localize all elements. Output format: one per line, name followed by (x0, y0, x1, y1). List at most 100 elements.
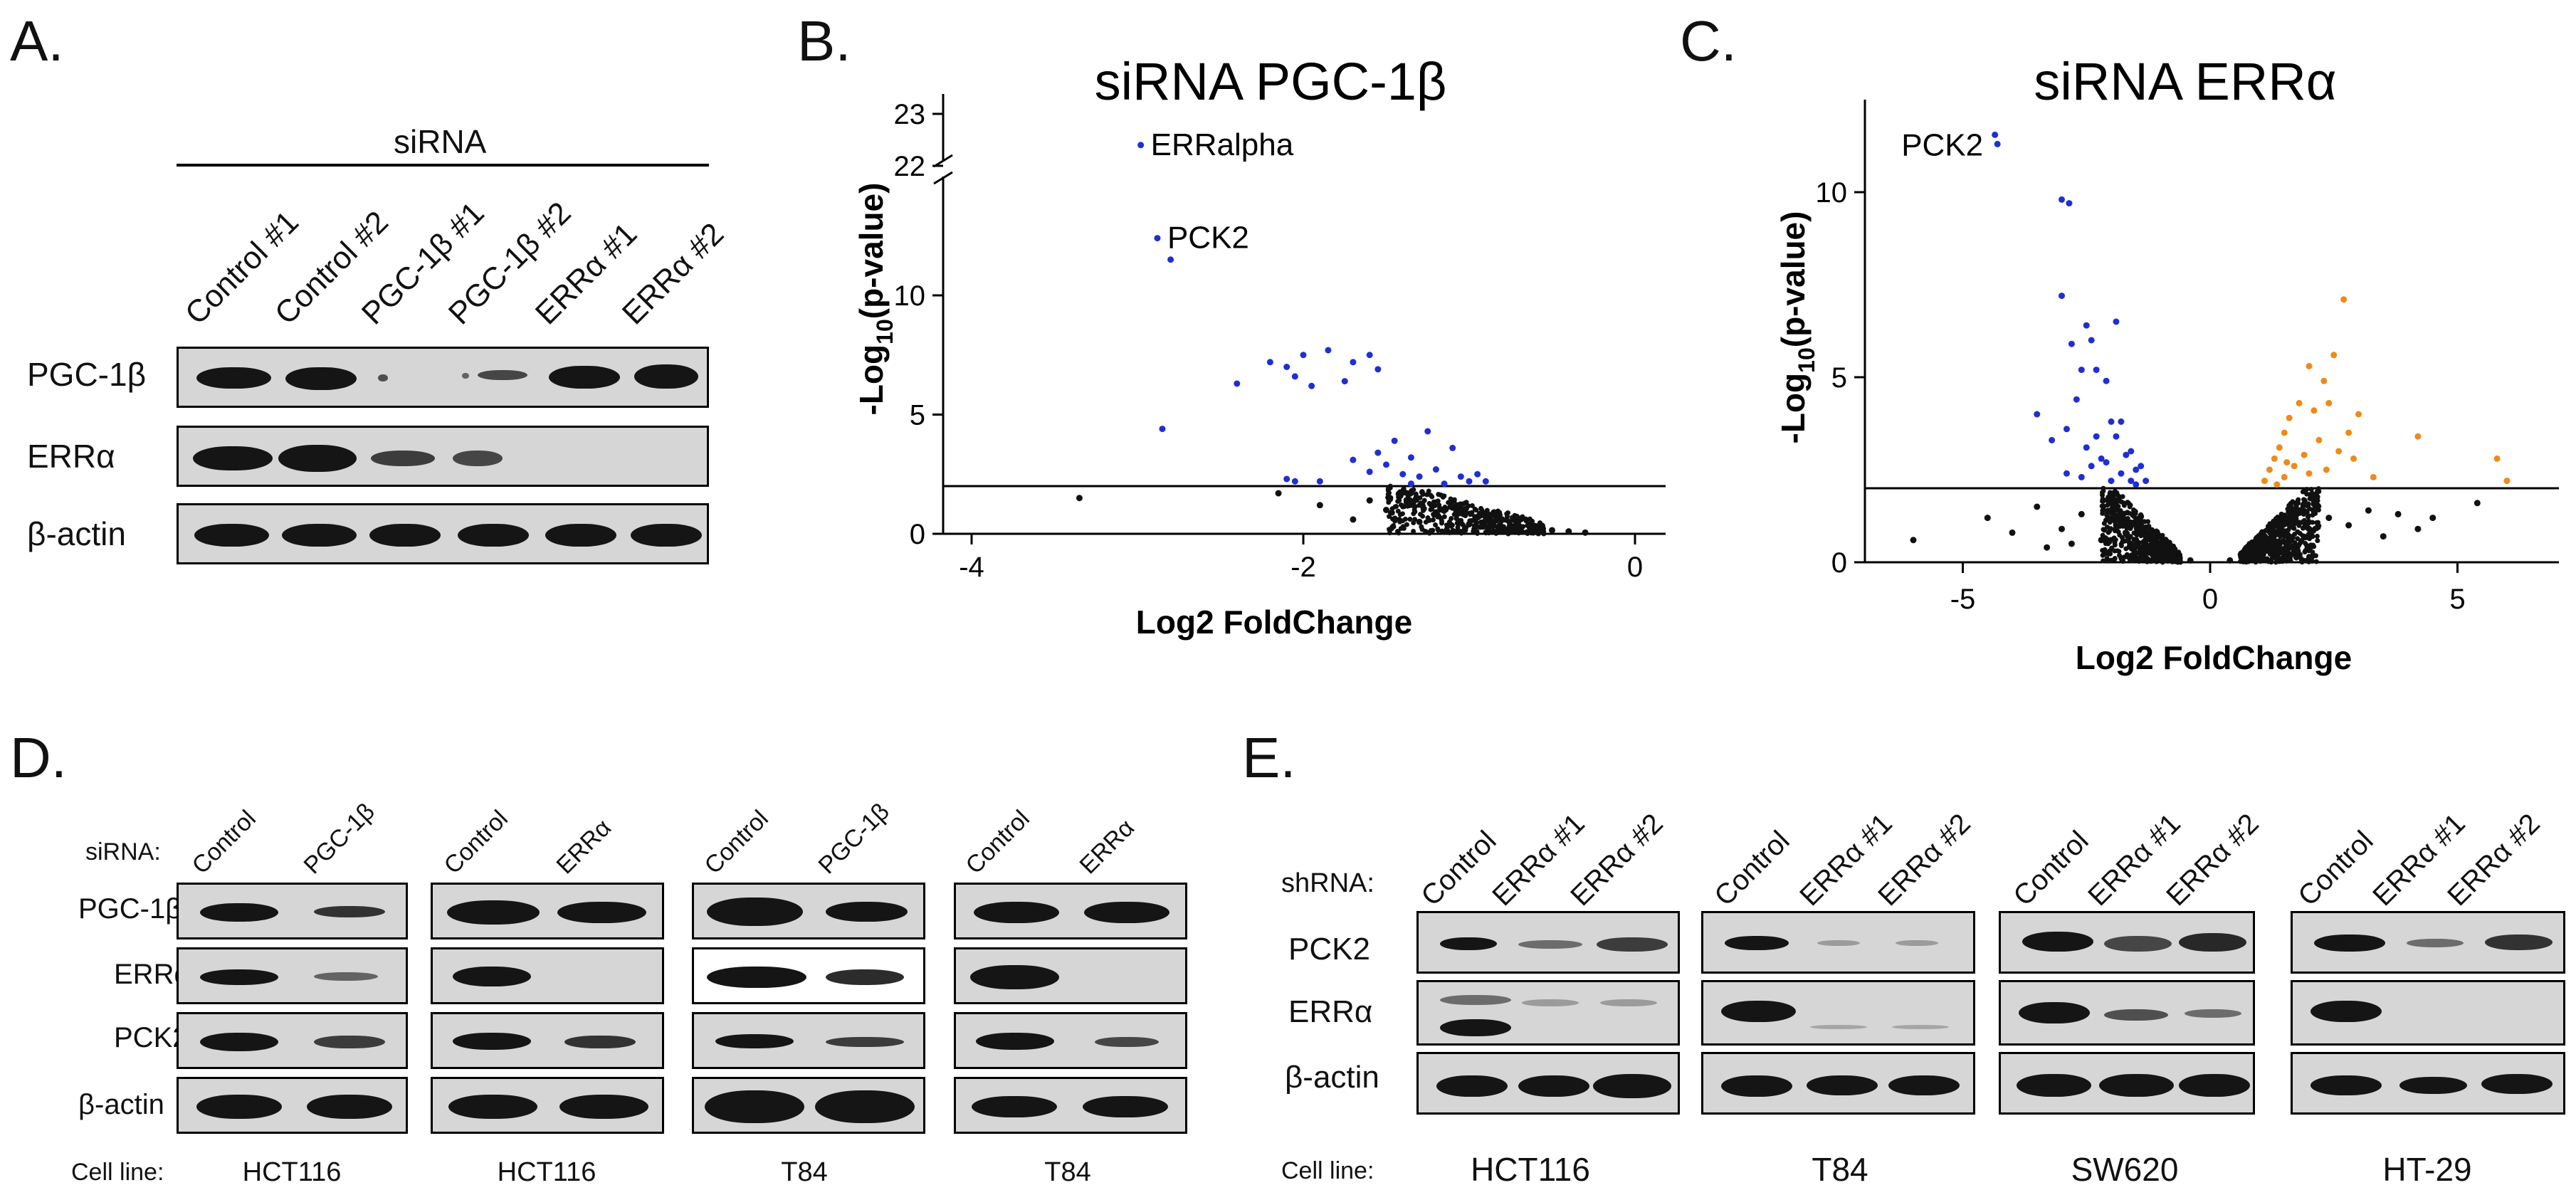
panel-c-point-down (2088, 337, 2095, 344)
panel-c-point-down (2083, 444, 2090, 451)
panel-b-point-down (1308, 382, 1315, 389)
panel-b-point-down (1399, 470, 1407, 478)
panel-b-point-down (1407, 480, 1414, 488)
panel-c-point-ns (2142, 538, 2147, 544)
panel-c-ytick-label: 0 (1831, 547, 1847, 579)
panel-c-point-ns (2310, 528, 2316, 534)
panel-b-ytick-label: 5 (910, 400, 925, 431)
panel-c-point-ns (2292, 549, 2298, 554)
panel-c-point-ns (2078, 510, 2085, 517)
panel-c-point-ns (2151, 535, 2157, 540)
panel-c-point-up (2281, 473, 2288, 480)
panel-b-point-ns (1458, 530, 1464, 536)
panel-c-point-ns (2131, 548, 2137, 554)
panel-b-axis-break (933, 171, 953, 185)
panel-b-point-down (1432, 466, 1439, 473)
panel-c-point-up (2301, 451, 2308, 458)
panel-d-lane-label: PGC-1β (813, 798, 895, 880)
panel-c-point-down (2066, 200, 2073, 207)
panel-b-point-down (1154, 235, 1161, 242)
panel-c-point-ns (2264, 536, 2269, 542)
panel-b-point-ns (1420, 513, 1426, 519)
panel-c-point-ns (2115, 503, 2121, 509)
panel-c-point-ns (2154, 544, 2160, 549)
panel-d-header-label: siRNA: (85, 838, 161, 865)
panel-c-point-up (2315, 436, 2323, 443)
panel-c-point-down (2059, 196, 2065, 203)
panel-b-point-ns (1518, 515, 1523, 521)
panel-b-point-ns (1453, 529, 1459, 535)
panel-b-point-ns (1430, 517, 1436, 523)
panel-c-point-ns (2269, 537, 2274, 543)
panel-b-point-ns (1495, 516, 1500, 522)
panel-c-point-ns (2313, 559, 2319, 564)
panel-c-point-ns (2111, 535, 2117, 541)
panel-c-point-ns (2139, 530, 2145, 536)
panel-b-point-ns (1404, 522, 1409, 527)
panel-b-xtick-label: -4 (959, 552, 984, 583)
panel-b-point-ns (1459, 505, 1465, 511)
panel-c-point-ns (2281, 529, 2286, 535)
panel-c-point-down (2063, 426, 2070, 433)
panel-c-point-ns (2276, 559, 2282, 564)
panel-c-point-ns (2106, 501, 2111, 507)
panel-e-row-label: ERRα (1288, 994, 1373, 1029)
panel-d-blot (431, 1077, 664, 1134)
panel-c-xtick-label: 5 (2449, 584, 2465, 615)
panel-c-point-down (2113, 318, 2120, 325)
panel-c-point-ns (2297, 520, 2303, 526)
panel-c-point-ns (2117, 498, 2123, 504)
panel-c-point-ns (2291, 515, 2297, 521)
panel-c-point-up (2271, 455, 2278, 462)
panel-b-point-ns (1420, 492, 1426, 498)
panel-c-point-ns (2114, 507, 2120, 513)
panel-b-point-ns (1389, 510, 1395, 515)
panel-b-point-ns (1076, 495, 1083, 502)
panel-b-point-ns (1479, 521, 1485, 527)
panel-b-point-down (1283, 364, 1290, 370)
panel-c-point-up (2306, 362, 2313, 369)
panel-b-point-down (1316, 478, 1323, 485)
panel-c-point-ns (2310, 499, 2316, 505)
panel-c-point-ns (2280, 550, 2286, 556)
panel-c-point-ns (2103, 517, 2109, 522)
panel-c-ytick-label: 5 (1831, 362, 1847, 394)
panel-c-point-ns (2102, 527, 2108, 532)
panel-c-point-ns (2285, 506, 2291, 512)
panel-c-point-ns (2034, 503, 2041, 510)
panel-b-point-ns (1505, 514, 1510, 520)
panel-c-point-ns (2187, 557, 2194, 564)
panel-c-point-ns (2277, 542, 2283, 548)
panel-a-blot-pgc1b (177, 347, 709, 408)
panel-c-point-ns (2253, 557, 2259, 562)
panel-b-point-down (1159, 426, 1166, 433)
panel-b-point-ns (1426, 500, 1432, 506)
panel-b-point-ns (1395, 530, 1401, 535)
panel-c-point-ns (2273, 554, 2279, 559)
panel-c-title: siRNA ERRα (2034, 52, 2336, 111)
panel-d-cell-name: HCT116 (242, 1157, 342, 1187)
panel-b-point-down (1383, 461, 1389, 468)
panel-c-point-ns (2136, 559, 2142, 564)
panel-c-point-ns (2271, 529, 2277, 535)
panel-b-point-ns (1387, 530, 1393, 536)
panel-c-point-ns (2280, 555, 2286, 561)
panel-c-point-ns (2135, 527, 2141, 533)
panel-c-point-ns (2108, 557, 2114, 563)
panel-b-point-ns (1412, 509, 1418, 515)
panel-c-point-up (2291, 463, 2298, 470)
panel-b-point-ns (1512, 524, 1518, 530)
panel-c-point-ns (2123, 531, 2128, 537)
panel-b-point-ns (1508, 530, 1513, 535)
panel-c-point-down (2118, 470, 2125, 477)
panel-d-blot (431, 947, 664, 1004)
panel-b-point-ns (1471, 529, 1476, 535)
panel-b-point-ns (1444, 522, 1449, 528)
panel-c-xtick-label: 0 (2202, 584, 2218, 615)
panel-c-point-ns (2099, 503, 2105, 509)
panel-b-xtick-label: 0 (1627, 552, 1643, 583)
panel-d-blot (692, 1012, 925, 1069)
panel-e-cell-name: HT-29 (2382, 1151, 2472, 1188)
panel-b-ytick-label: 10 (894, 280, 926, 312)
panel-c-point-ns (2009, 529, 2016, 536)
